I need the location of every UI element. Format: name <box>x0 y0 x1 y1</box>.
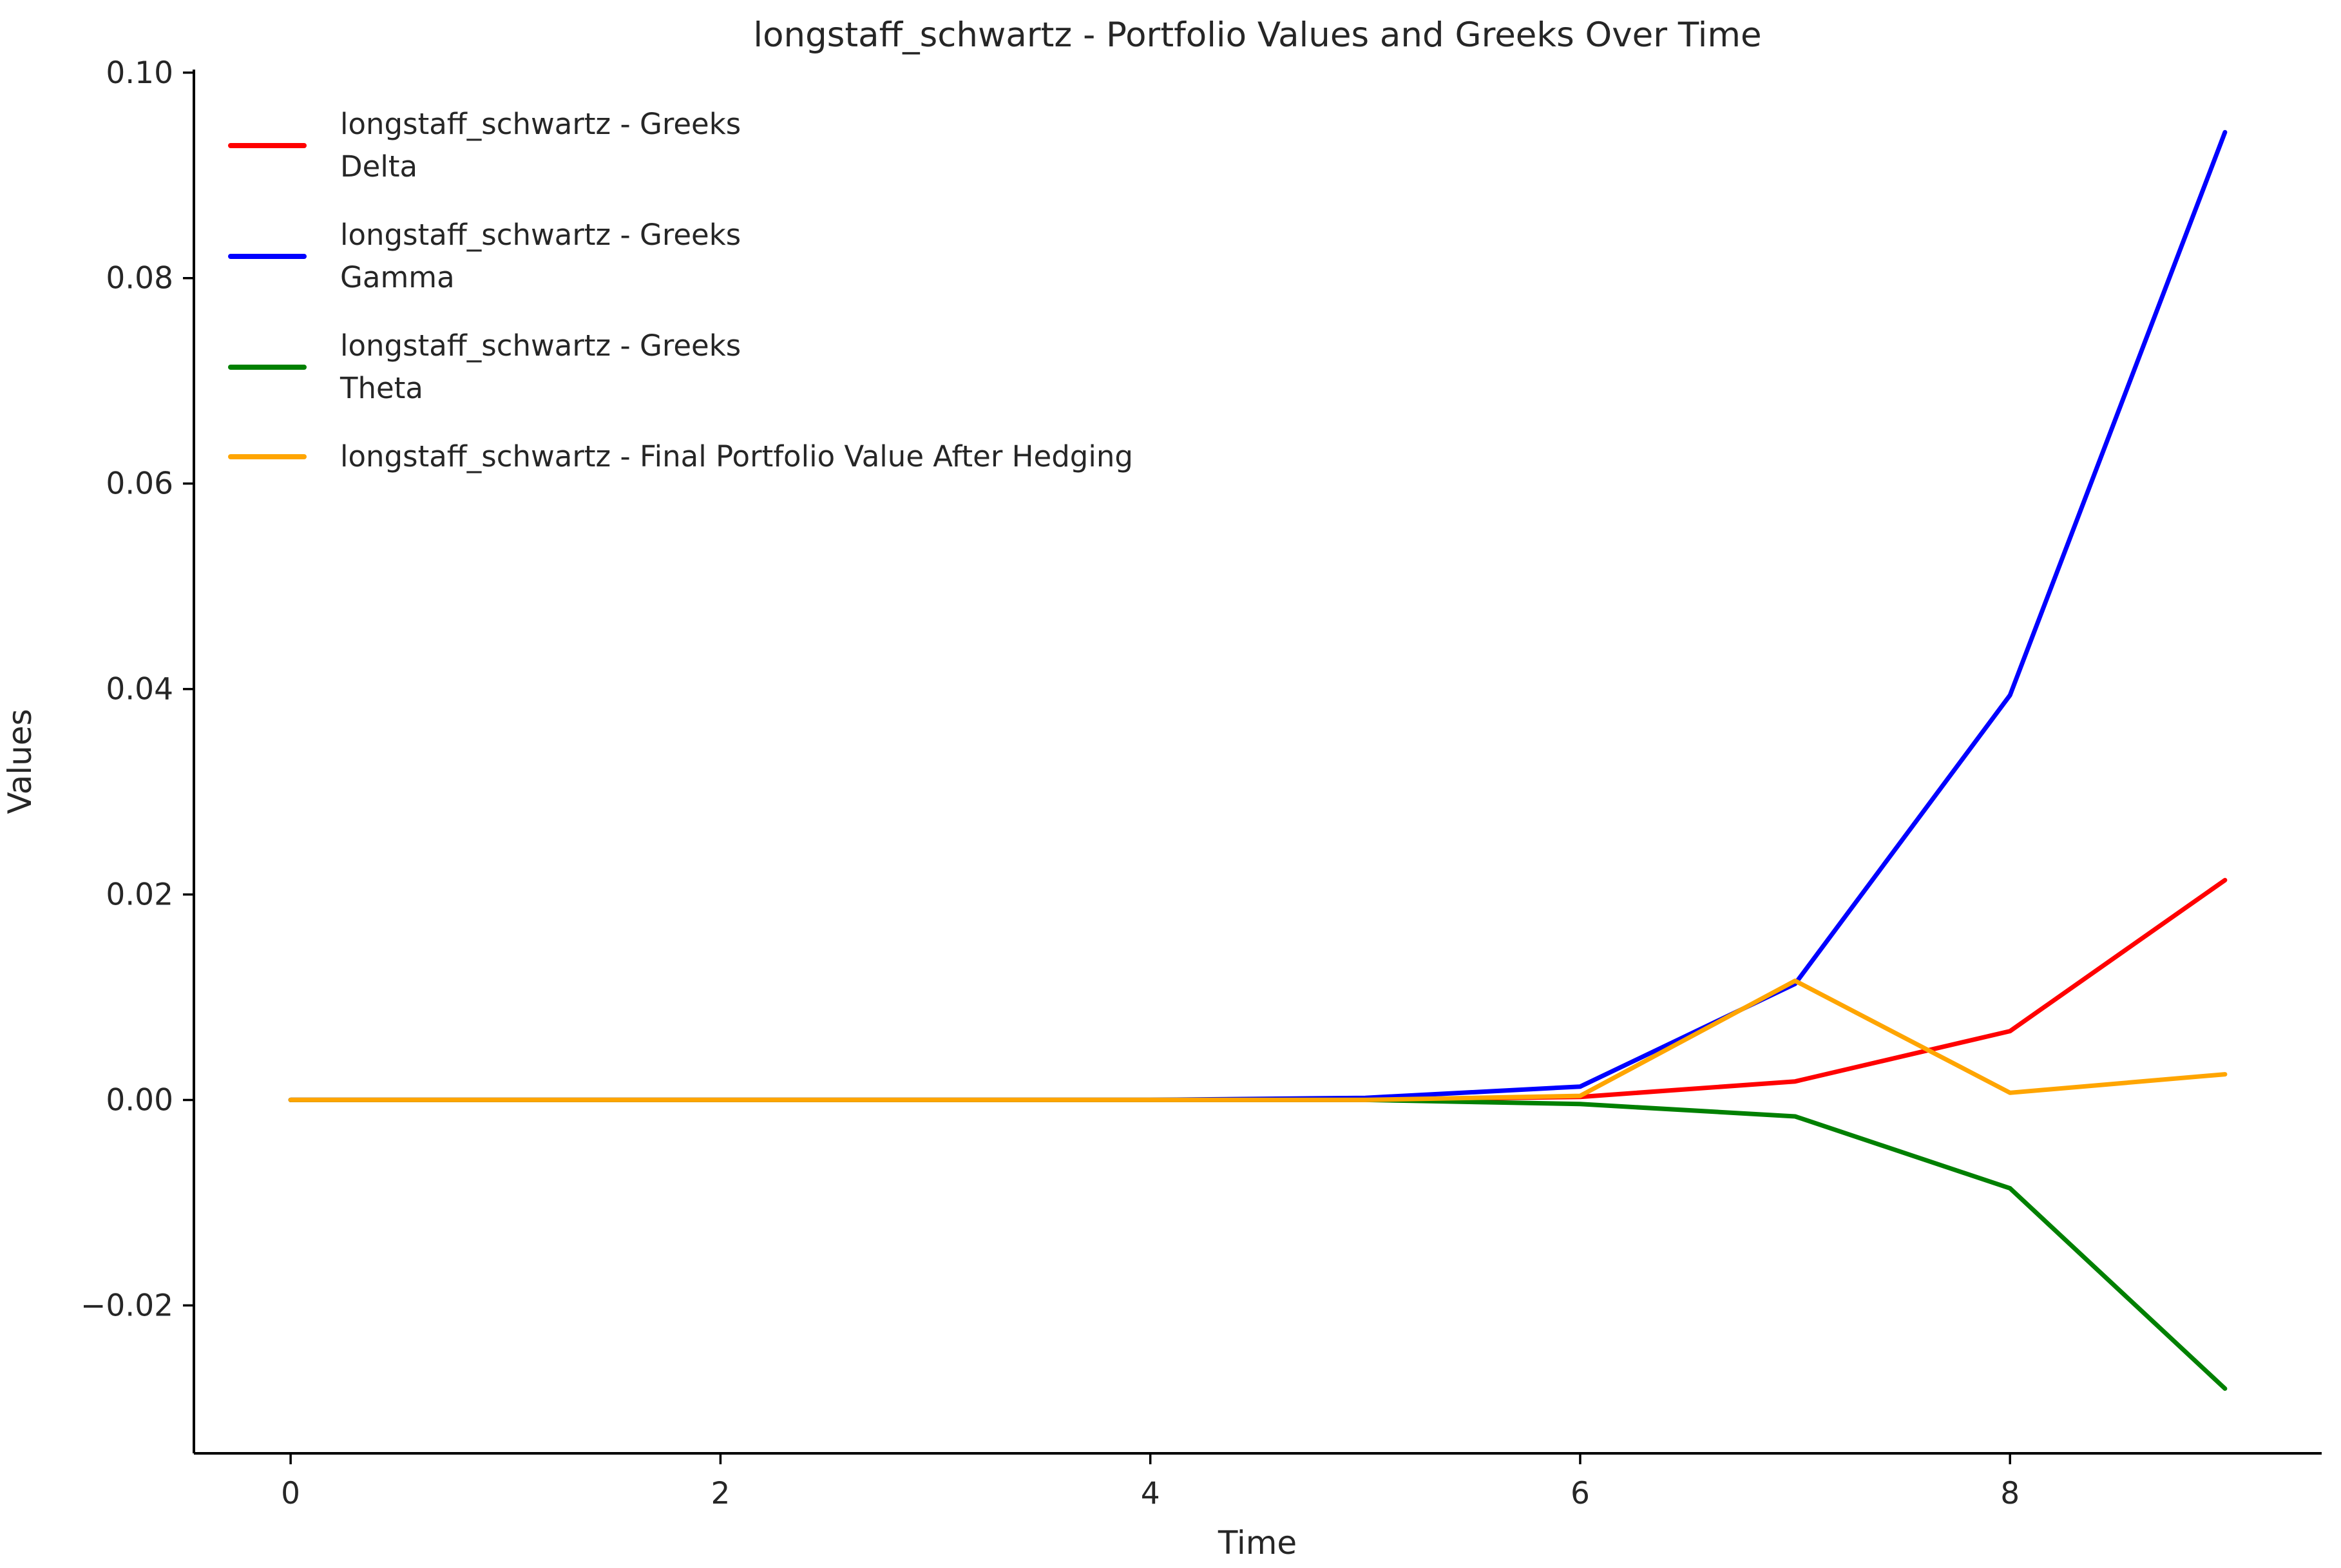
series-lines <box>288 129 2228 1391</box>
legend-entry-gamma: longstaff_schwartz - Greeks Gamma <box>228 218 741 294</box>
chart-title: longstaff_schwartz - Portfolio Values an… <box>753 15 1761 55</box>
legend-label-delta: longstaff_schwartz - Greeks <box>340 107 741 141</box>
legend-label-gamma: longstaff_schwartz - Greeks <box>340 218 741 252</box>
x-tick-label: 6 <box>1571 1476 1590 1511</box>
y-tick-label: 0.04 <box>106 672 173 707</box>
series-line-gamma <box>288 129 2228 1102</box>
y-tick-label: 0.02 <box>106 877 173 913</box>
y-axis-ticks: 0.10 0.08 0.06 0.04 0.02 0.00 −0.02 <box>81 55 194 1323</box>
x-tick-label: 8 <box>2000 1476 2020 1511</box>
y-tick-label: 0.10 <box>106 55 173 91</box>
y-tick-label: 0.08 <box>106 261 173 296</box>
x-axis-ticks: 0 2 4 6 8 <box>281 1453 2020 1511</box>
x-tick-label: 2 <box>711 1476 730 1511</box>
legend-label-delta: Delta <box>340 149 417 184</box>
y-tick-label: 0.06 <box>106 466 173 502</box>
x-tick-label: 4 <box>1141 1476 1160 1511</box>
x-axis-label: Time <box>1218 1524 1297 1562</box>
y-axis-label: Values <box>1 709 39 814</box>
legend-label-portfolio-value: longstaff_schwartz - Final Portfolio Val… <box>340 439 1133 473</box>
series-line-theta <box>288 1097 2228 1391</box>
legend-label-theta: longstaff_schwartz - Greeks <box>340 329 741 363</box>
legend-entry-portfolio-value: longstaff_schwartz - Final Portfolio Val… <box>228 439 1133 473</box>
series-line-portfolio-value <box>288 979 2228 1102</box>
series-line-delta <box>288 877 2228 1102</box>
legend-entry-theta: longstaff_schwartz - Greeks Theta <box>228 329 741 405</box>
x-tick-label: 0 <box>281 1476 300 1511</box>
legend-label-theta: Theta <box>339 371 423 405</box>
y-tick-label: −0.02 <box>81 1288 173 1323</box>
legend-label-gamma: Gamma <box>340 260 455 294</box>
legend: longstaff_schwartz - GreeksDeltalongstaf… <box>228 107 1133 473</box>
legend-entry-delta: longstaff_schwartz - Greeks Delta <box>228 107 741 184</box>
y-tick-label: 0.00 <box>106 1082 173 1118</box>
